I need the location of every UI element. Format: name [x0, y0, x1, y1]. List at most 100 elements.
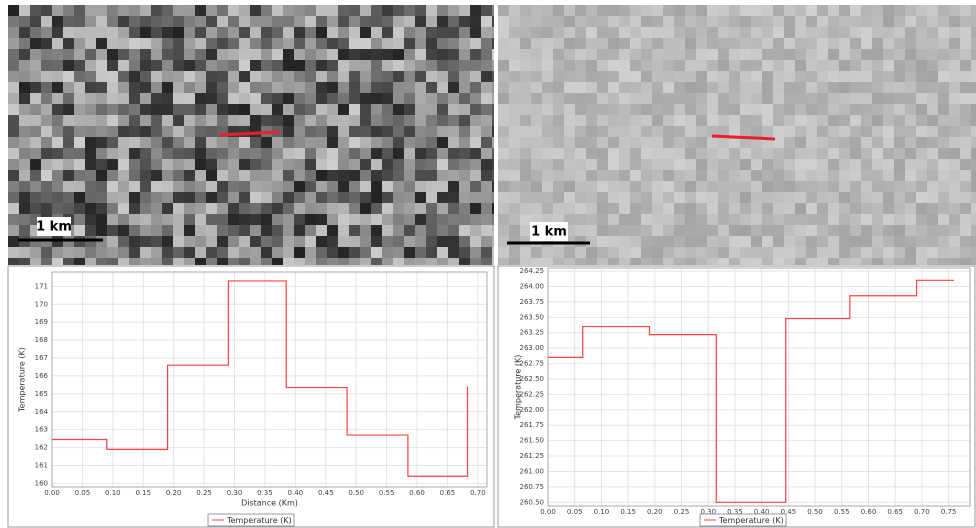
pixel: [107, 137, 118, 148]
pixel: [586, 203, 597, 214]
pixel: [872, 49, 883, 60]
pixel: [806, 38, 817, 49]
pixel: [140, 126, 151, 137]
pixel: [382, 60, 393, 71]
pixel: [382, 247, 393, 258]
pixel: [338, 170, 349, 181]
pixel: [437, 203, 448, 214]
pixel: [492, 247, 494, 258]
pixel: [316, 27, 327, 38]
pixel: [437, 115, 448, 126]
pixel: [85, 82, 96, 93]
pixel: [861, 93, 872, 104]
pixel: [360, 126, 371, 137]
pixel: [118, 16, 129, 27]
pixel: [916, 5, 927, 16]
pixel: [261, 148, 272, 159]
x-tick-label: 0.65: [440, 489, 456, 497]
pixel: [663, 126, 674, 137]
pixel: [305, 236, 316, 247]
pixel: [261, 225, 272, 236]
pixel: [173, 225, 184, 236]
pixel: [63, 192, 74, 203]
pixel: [564, 203, 575, 214]
pixel: [470, 181, 481, 192]
pixel: [652, 71, 663, 82]
pixel: [85, 104, 96, 115]
pixel: [740, 126, 751, 137]
pixel: [129, 192, 140, 203]
pixel: [250, 214, 261, 225]
pixel: [575, 49, 586, 60]
pixel: [718, 60, 729, 71]
pixel: [272, 104, 283, 115]
pixel: [608, 38, 619, 49]
pixel: [795, 71, 806, 82]
pixel: [140, 115, 151, 126]
pixel: [806, 258, 817, 265]
pixel: [426, 115, 437, 126]
pixel: [19, 104, 30, 115]
pixel: [839, 60, 850, 71]
pixel: [938, 192, 949, 203]
pixel: [927, 38, 938, 49]
pixel: [107, 49, 118, 60]
pixel: [470, 71, 481, 82]
pixel: [729, 214, 740, 225]
pixel: [327, 71, 338, 82]
pixel: [828, 148, 839, 159]
pixel: [107, 258, 118, 265]
pixel: [184, 82, 195, 93]
pixel: [96, 258, 107, 265]
pixel: [751, 247, 762, 258]
pixel: [872, 148, 883, 159]
pixel: [663, 181, 674, 192]
pixel: [938, 38, 949, 49]
pixel: [371, 247, 382, 258]
pixel: [151, 214, 162, 225]
pixel: [239, 148, 250, 159]
pixel: [437, 49, 448, 60]
pixel: [360, 5, 371, 16]
pixel: [663, 258, 674, 265]
pixel: [206, 38, 217, 49]
pixel: [228, 203, 239, 214]
pixel: [696, 203, 707, 214]
pixel: [151, 247, 162, 258]
pixel: [883, 71, 894, 82]
pixel: [228, 5, 239, 16]
pixel: [696, 137, 707, 148]
pixel: [151, 126, 162, 137]
pixel: [938, 104, 949, 115]
pixel: [674, 258, 685, 265]
pixel: [52, 159, 63, 170]
pixel: [305, 170, 316, 181]
pixel: [140, 93, 151, 104]
pixel: [773, 93, 784, 104]
pixel: [960, 115, 971, 126]
pixel: [663, 71, 674, 82]
pixel: [817, 137, 828, 148]
pixel: [371, 82, 382, 93]
pixel: [305, 148, 316, 159]
pixel: [817, 5, 828, 16]
pixel: [239, 247, 250, 258]
pixel: [294, 16, 305, 27]
pixel: [608, 16, 619, 27]
pixel: [63, 27, 74, 38]
pixel: [751, 203, 762, 214]
pixel: [459, 82, 470, 93]
pixel: [542, 16, 553, 27]
pixel: [718, 27, 729, 38]
pixel: [8, 49, 19, 60]
pixel: [762, 82, 773, 93]
pixel: [806, 170, 817, 181]
pixel: [415, 236, 426, 247]
pixel: [630, 148, 641, 159]
pixel: [795, 148, 806, 159]
pixel: [404, 236, 415, 247]
pixel: [806, 137, 817, 148]
pixel: [371, 203, 382, 214]
pixel: [850, 49, 861, 60]
pixel: [707, 60, 718, 71]
